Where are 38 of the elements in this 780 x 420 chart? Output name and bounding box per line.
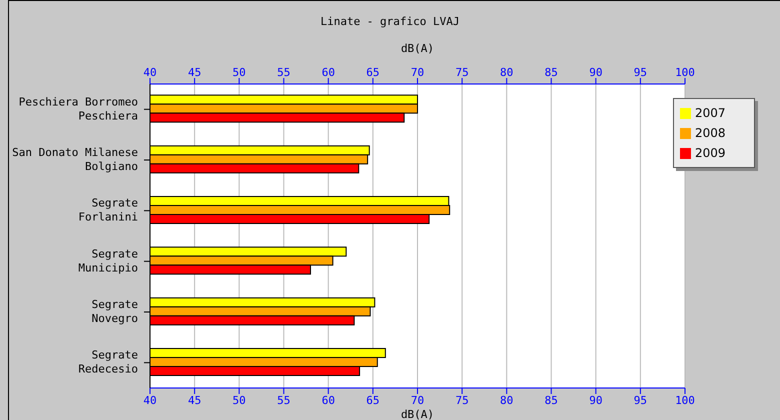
x2-tick-label: 70 [410,394,424,407]
x2-tick-label: 85 [544,394,558,407]
x2-tick-label: 65 [366,394,380,407]
y-tick-label: Peschiera Borromeo Peschiera [18,95,138,122]
legend-label: 2008 [695,126,726,140]
x-tick-label: 75 [455,66,469,79]
x2-tick-label: 95 [634,394,648,407]
y-tick-label: Segrate Forlanini [78,196,138,224]
x2-tick-label: 80 [500,394,514,407]
y-tick-label: Segrate Novegro [92,298,138,326]
x2-tick-label: 100 [675,394,695,407]
x-axis-title: dB(A) [400,408,434,420]
x2-tick-label: 40 [143,394,157,407]
legend-label: 2009 [695,146,726,160]
x-tick-label: 70 [410,66,424,79]
y-tick-label: Segrate Redecesio [78,348,138,376]
y-tick-label: Segrate Municipio [78,247,138,274]
x2-tick-label: 45 [188,394,202,407]
x-tick-label: 80 [500,66,514,79]
x-tick-label: 45 [188,66,202,79]
x2-tick-label: 60 [322,394,335,407]
x-tick-label: 85 [544,66,558,79]
x-tick-label: 50 [232,66,246,79]
x-tick-label: 100 [675,66,695,79]
x-tick-label: 65 [366,66,380,79]
x2-axis-title: dB(A) [400,42,434,55]
legend-label: 2007 [695,106,726,120]
x2-tick-label: 50 [232,394,246,407]
x-tick-label: 60 [322,66,335,79]
x-tick-label: 95 [634,66,648,79]
x2-tick-label: 75 [455,394,469,407]
x-tick-label: 55 [277,66,290,79]
x2-tick-label: 90 [589,394,602,407]
x-tick-label: 90 [589,66,602,79]
chart-title: Linate - grafico LVAJ [319,15,461,28]
y-tick-label: San Donato Milanese Bolgiano [12,146,138,174]
x-tick-label: 40 [143,66,157,79]
x2-tick-label: 55 [277,394,290,407]
